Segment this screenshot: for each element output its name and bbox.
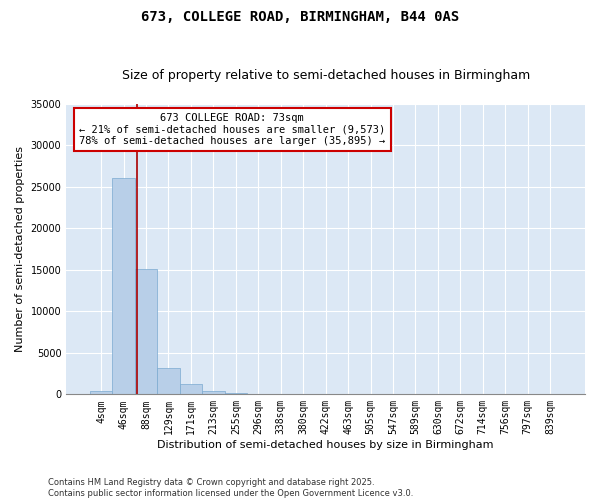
Text: 673, COLLEGE ROAD, BIRMINGHAM, B44 0AS: 673, COLLEGE ROAD, BIRMINGHAM, B44 0AS [141, 10, 459, 24]
Text: Contains HM Land Registry data © Crown copyright and database right 2025.
Contai: Contains HM Land Registry data © Crown c… [48, 478, 413, 498]
Title: Size of property relative to semi-detached houses in Birmingham: Size of property relative to semi-detach… [122, 69, 530, 82]
Y-axis label: Number of semi-detached properties: Number of semi-detached properties [15, 146, 25, 352]
Bar [135, 269, 157, 394]
Bar [90, 392, 112, 394]
Bar [202, 390, 224, 394]
Bar [112, 178, 135, 394]
Text: 673 COLLEGE ROAD: 73sqm
← 21% of semi-detached houses are smaller (9,573)
78% of: 673 COLLEGE ROAD: 73sqm ← 21% of semi-de… [79, 112, 385, 146]
Bar [179, 384, 202, 394]
Bar [157, 368, 179, 394]
Bar [224, 392, 247, 394]
X-axis label: Distribution of semi-detached houses by size in Birmingham: Distribution of semi-detached houses by … [157, 440, 494, 450]
